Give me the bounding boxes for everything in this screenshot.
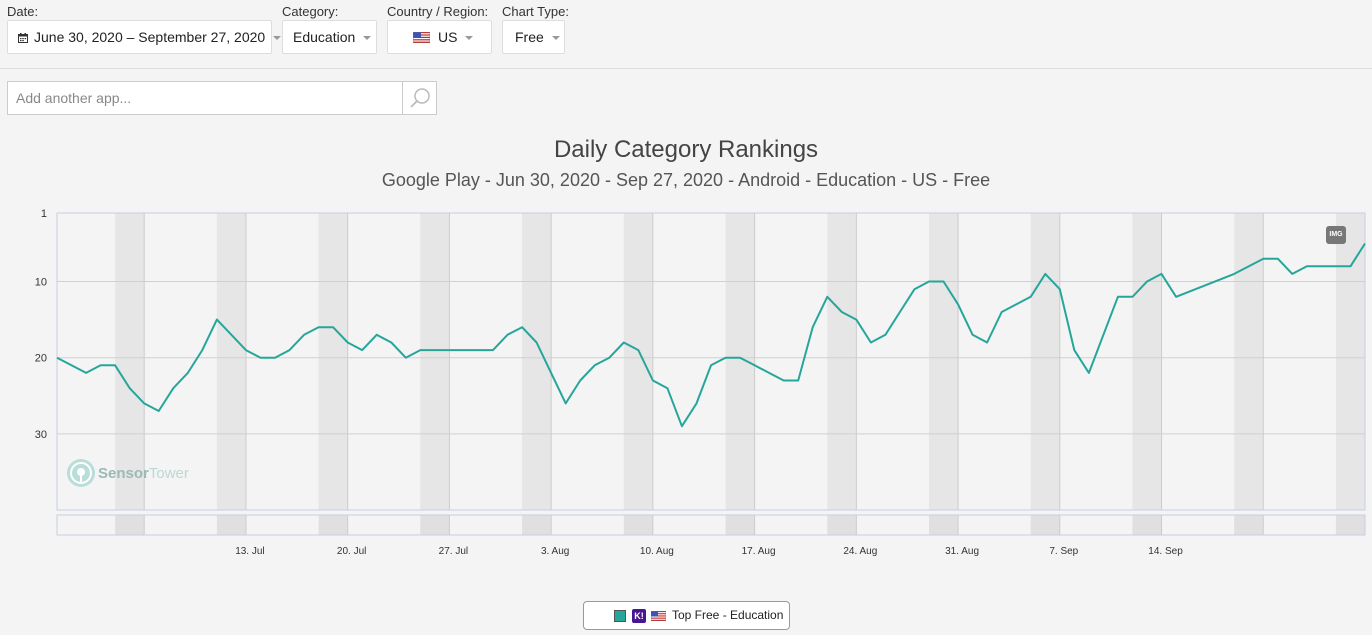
y-tick-label: 20 xyxy=(35,353,47,365)
navigator-weekend-band xyxy=(1234,515,1264,535)
watermark-text-tower: Tower xyxy=(148,465,189,482)
weekend-band xyxy=(1132,213,1162,510)
country-filter: Country / Region: xyxy=(387,4,488,22)
x-tick-label: 24. Aug xyxy=(843,546,877,557)
plot-frame xyxy=(56,212,1366,511)
navigator-weekend-band xyxy=(1335,515,1365,535)
weekend-band xyxy=(1030,213,1060,510)
y-tick-label: 30 xyxy=(35,429,47,441)
category-dropdown[interactable]: Education xyxy=(282,20,377,54)
series-line-top-free-education[interactable] xyxy=(56,242,1366,428)
x-tick-label: 31. Aug xyxy=(945,546,979,557)
kahoot-app-icon: K! xyxy=(632,609,646,623)
weekend-band xyxy=(115,213,145,510)
x-tick-label: 13. Jul xyxy=(235,546,264,557)
navigator-weekend-band xyxy=(318,515,348,535)
chevron-down-icon xyxy=(273,36,282,41)
us-flag-icon xyxy=(651,611,666,621)
weekend-band xyxy=(318,213,348,510)
weekend-band xyxy=(1234,213,1264,510)
legend-color-swatch xyxy=(614,610,626,622)
legend-series-label: Top Free - Education xyxy=(672,608,784,622)
chart-type-value: Free xyxy=(515,29,544,45)
weekend-band xyxy=(827,213,857,510)
y-axis-labels: 1 10 20 30 xyxy=(35,208,47,441)
category-filter-label: Category: xyxy=(282,4,339,19)
date-filter-label: Date: xyxy=(7,4,39,19)
weekend-band xyxy=(1335,213,1365,510)
y-tick-label: 1 xyxy=(41,208,47,220)
us-flag-icon xyxy=(413,32,430,43)
date-range-value: June 30, 2020 – September 27, 2020 xyxy=(34,29,266,45)
navigator-frame[interactable] xyxy=(56,514,1366,536)
chevron-down-icon xyxy=(363,36,372,41)
search-button[interactable] xyxy=(402,82,436,114)
chevron-down-icon xyxy=(551,36,560,41)
date-filter: Date: xyxy=(7,4,38,22)
navigator-weekend-band xyxy=(623,515,653,535)
navigator-weekend-band xyxy=(929,515,959,535)
weekend-bands xyxy=(115,213,1365,510)
chevron-down-icon xyxy=(465,36,474,41)
date-range-picker[interactable]: June 30, 2020 – September 27, 2020 xyxy=(7,20,282,54)
weekend-band xyxy=(522,213,552,510)
calendar-icon xyxy=(18,33,28,43)
grid-lines xyxy=(57,212,1365,535)
watermark-text-sensor: Sensor xyxy=(98,465,149,482)
navigator-weekend-band xyxy=(827,515,857,535)
category-value: Education xyxy=(293,29,356,45)
weekend-band xyxy=(216,213,246,510)
chart-subtitle: Google Play - Jun 30, 2020 - Sep 27, 202… xyxy=(381,170,991,190)
navigator-weekend-bands xyxy=(115,515,1365,535)
navigator-weekend-band xyxy=(420,515,450,535)
add-app-input[interactable] xyxy=(8,82,400,114)
chart-type-dropdown[interactable]: Free xyxy=(502,20,565,54)
navigator-weekend-band xyxy=(115,515,145,535)
weekend-band xyxy=(929,213,959,510)
weekend-band xyxy=(623,213,653,510)
x-tick-label: 7. Sep xyxy=(1049,546,1078,557)
x-tick-label: 27. Jul xyxy=(439,546,468,557)
filter-bar: Date: June 30, 2020 – September 27, 2020… xyxy=(0,0,1372,69)
x-axis-labels: 13. Jul 20. Jul 27. Jul 3. Aug 10. Aug 17. Au… xyxy=(235,546,1183,557)
x-tick-label: 14. Sep xyxy=(1148,546,1183,557)
weekend-band xyxy=(420,213,450,510)
navigator-weekend-band xyxy=(1132,515,1162,535)
x-tick-label: 3. Aug xyxy=(541,546,569,557)
add-app-search xyxy=(7,81,437,115)
chart-legend[interactable]: K! Top Free - Education xyxy=(583,601,790,630)
navigator-weekend-band xyxy=(522,515,552,535)
weekend-band xyxy=(725,213,755,510)
sensor-tower-logo-icon xyxy=(67,459,95,487)
x-tick-label: 10. Aug xyxy=(640,546,674,557)
category-filter: Category: xyxy=(282,4,338,22)
country-filter-label: Country / Region: xyxy=(387,4,489,19)
chart-type-filter-label: Chart Type: xyxy=(502,4,569,19)
x-tick-label: 20. Jul xyxy=(337,546,366,557)
navigator-weekend-band xyxy=(216,515,246,535)
chart-title: Daily Category Rankings xyxy=(553,136,819,163)
x-tick-label: 17. Aug xyxy=(742,546,776,557)
chart-type-filter: Chart Type: xyxy=(502,4,569,22)
search-icon xyxy=(410,88,430,108)
export-image-button[interactable]: IMG xyxy=(1326,226,1346,244)
navigator-weekend-band xyxy=(725,515,755,535)
y-tick-label: 10 xyxy=(35,277,47,289)
navigator-weekend-band xyxy=(1030,515,1060,535)
country-value: US xyxy=(438,29,458,45)
country-dropdown[interactable]: US xyxy=(387,20,492,54)
